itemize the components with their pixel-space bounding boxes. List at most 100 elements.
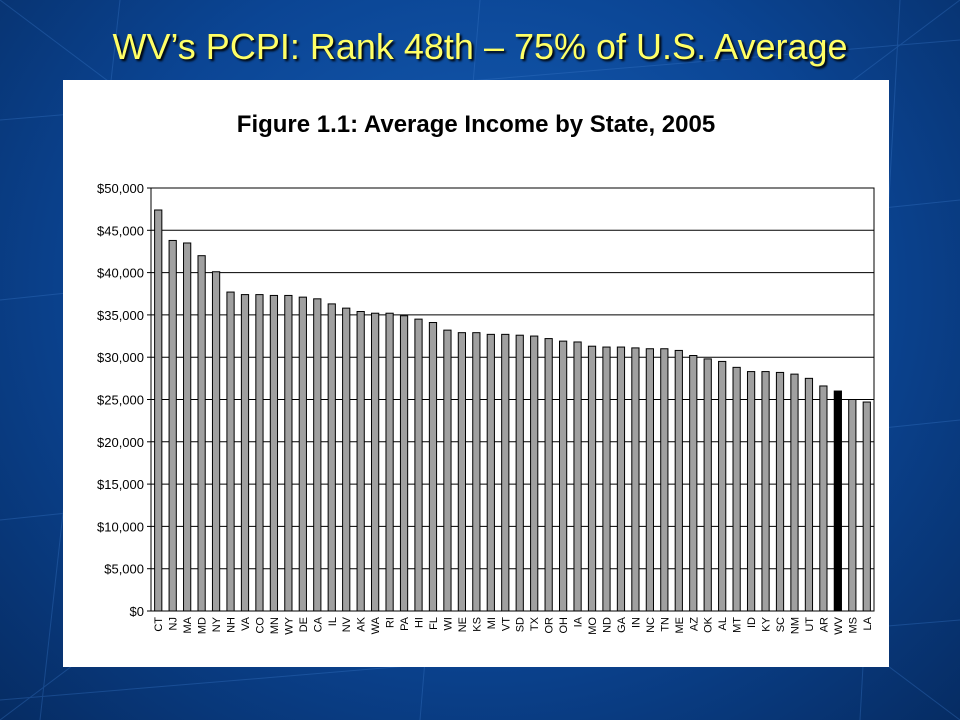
bar-al <box>718 360 727 612</box>
bar-ga <box>616 346 626 612</box>
bar-oh <box>558 340 568 612</box>
bar-ky <box>761 371 770 612</box>
x-tick-label: ND <box>601 617 613 633</box>
bar-ri <box>385 312 394 612</box>
bar-ny <box>211 271 221 612</box>
x-tick-label: RI <box>385 617 397 628</box>
bar-id <box>746 371 756 612</box>
bar-fl <box>428 322 438 612</box>
bar-ca <box>313 298 322 612</box>
y-tick-label: $10,000 <box>97 519 144 534</box>
x-tick-label: WI <box>442 617 454 630</box>
x-tick-label: VT <box>500 617 512 631</box>
x-tick-labels: CT NJ MA MD NY NH VA CO MN WY DE CA IL NV AK WA RI PA HI FL… <box>153 616 874 634</box>
bar-va <box>240 294 250 612</box>
bar-vt <box>501 333 510 612</box>
bar-chart: Figure 1.1: Average Income by State, 200… <box>97 111 875 635</box>
x-tick-label: AR <box>818 617 830 632</box>
bar-sc <box>775 371 785 612</box>
x-tick-label: NH <box>226 617 238 633</box>
x-tick-label: HI <box>414 617 426 628</box>
chart-title: Figure 1.1: Average Income by State, 200… <box>237 111 715 138</box>
bar-az <box>689 355 698 612</box>
bar-ok <box>703 358 712 612</box>
x-tick-label: MD <box>197 617 209 634</box>
x-tick-label: SD <box>515 617 527 632</box>
axes <box>147 187 875 612</box>
bar-wv <box>833 390 842 612</box>
bar-tn <box>660 348 669 612</box>
bar-mt <box>732 366 741 612</box>
x-tick-label: NY <box>211 616 223 632</box>
x-tick-label: OK <box>703 616 715 633</box>
x-tick-label: AK <box>356 616 368 631</box>
bar-ms <box>848 399 857 612</box>
bar-ne <box>457 332 467 612</box>
bar-co <box>255 294 264 612</box>
bar-de <box>298 296 307 612</box>
y-tick-label: $15,000 <box>97 477 144 492</box>
bar-mo <box>587 345 597 612</box>
bar-mi <box>486 333 495 612</box>
bar-md <box>197 255 206 612</box>
bars <box>154 209 871 612</box>
bar-ct <box>154 209 163 612</box>
bar-wi <box>443 329 452 612</box>
y-tick-label: $35,000 <box>97 308 144 323</box>
x-tick-label: AL <box>717 617 729 630</box>
bar-nv <box>342 307 351 612</box>
x-tick-label: IL <box>327 617 339 626</box>
bar-ia <box>573 341 582 612</box>
y-tick-label: $30,000 <box>97 350 144 365</box>
x-tick-label: OR <box>544 617 556 634</box>
y-tick-label: $20,000 <box>97 435 144 450</box>
x-tick-label: LA <box>862 616 874 630</box>
x-tick-label: UT <box>804 617 816 632</box>
x-tick-label: AZ <box>688 617 700 631</box>
slide-title: WV’s PCPI: Rank 48th – 75% of U.S. Avera… <box>112 26 848 67</box>
x-tick-label: CO <box>254 617 266 634</box>
x-tick-label: VA <box>240 616 252 631</box>
bar-nh <box>226 291 235 612</box>
y-tick-label: $40,000 <box>97 266 144 281</box>
bar-nm <box>790 373 799 612</box>
x-tick-label: KS <box>471 617 483 632</box>
bar-ma <box>183 242 192 612</box>
bar-il <box>327 303 336 612</box>
bar-sd <box>515 334 524 612</box>
y-tick-label: $45,000 <box>97 223 144 238</box>
bar-pa <box>399 315 409 612</box>
x-tick-label: IA <box>573 616 585 627</box>
bar-or <box>544 338 553 612</box>
bar-nj <box>168 239 177 612</box>
x-tick-label: MS <box>847 617 859 634</box>
plot-frame <box>150 187 875 612</box>
x-tick-label: ID <box>746 617 758 628</box>
x-tick-label: MI <box>486 617 498 629</box>
bar-wa <box>371 312 380 612</box>
x-tick-label: MT <box>732 617 744 633</box>
bar-nd <box>602 346 611 612</box>
x-tick-label: NM <box>789 617 801 634</box>
x-tick-label: CA <box>312 616 324 632</box>
bar-wy <box>284 294 293 612</box>
x-tick-label: TN <box>659 617 671 632</box>
x-tick-label: NV <box>341 616 353 632</box>
x-tick-label: NC <box>645 617 657 633</box>
x-tick-label: NE <box>457 617 469 632</box>
bar-ak <box>356 311 365 612</box>
y-tick-labels: $0 $5,000 $10,000 $15,000 $20,000 $25,000 $30,… <box>97 181 144 619</box>
x-tick-label: SC <box>775 617 787 632</box>
x-tick-label: NJ <box>168 617 180 630</box>
bar-me <box>674 349 683 612</box>
y-tick-label: $0 <box>130 604 144 619</box>
x-tick-label: WY <box>283 616 295 634</box>
bar-in <box>631 347 640 612</box>
bar-ks <box>472 332 481 612</box>
x-tick-label: IN <box>630 617 642 628</box>
bar-tx <box>530 335 539 612</box>
x-tick-label: ME <box>674 617 686 634</box>
x-tick-label: GA <box>616 616 628 633</box>
x-tick-label: OH <box>558 617 570 634</box>
x-tick-label: TX <box>529 616 541 631</box>
